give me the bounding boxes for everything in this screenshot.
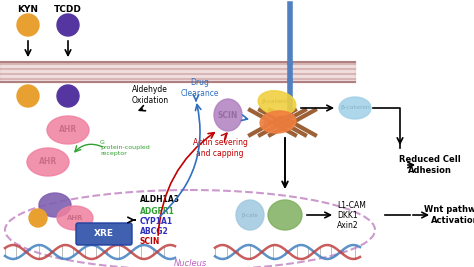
Ellipse shape	[47, 116, 89, 144]
Text: SCIN: SCIN	[218, 111, 238, 120]
Text: ALDH1A3: ALDH1A3	[140, 195, 180, 205]
Text: β-catenin: β-catenin	[340, 105, 370, 111]
Ellipse shape	[260, 111, 296, 133]
Text: Axin2: Axin2	[337, 221, 359, 230]
Text: AHR: AHR	[39, 158, 57, 167]
Text: KYN: KYN	[18, 6, 38, 14]
Circle shape	[29, 209, 47, 227]
FancyBboxPatch shape	[76, 223, 132, 245]
Ellipse shape	[27, 148, 69, 176]
Circle shape	[57, 85, 79, 107]
Text: L1-CAM: L1-CAM	[337, 201, 366, 210]
Text: LEF1
TCF: LEF1 TCF	[277, 209, 293, 222]
Ellipse shape	[236, 200, 264, 230]
Text: β-catenin: β-catenin	[261, 99, 291, 104]
Text: Nucleus: Nucleus	[173, 258, 207, 267]
Text: Wnt pathway
Activation: Wnt pathway Activation	[424, 205, 474, 225]
Ellipse shape	[258, 91, 296, 115]
Text: DKK1: DKK1	[337, 210, 357, 219]
Text: β-cate: β-cate	[242, 213, 258, 218]
Text: ARNT: ARNT	[44, 202, 66, 208]
Text: TCDD: TCDD	[54, 6, 82, 14]
Ellipse shape	[214, 99, 242, 131]
Text: E-Cadherin: E-Cadherin	[265, 0, 315, 2]
Text: CYP1A1: CYP1A1	[140, 218, 173, 226]
Ellipse shape	[57, 206, 93, 230]
Text: ADGFR1: ADGFR1	[140, 207, 175, 217]
Text: Aldehyde
Oxidation: Aldehyde Oxidation	[131, 85, 169, 105]
Text: AHR: AHR	[67, 215, 83, 221]
Ellipse shape	[39, 193, 71, 217]
Text: XRE: XRE	[94, 230, 114, 238]
Text: AHR: AHR	[59, 125, 77, 135]
Text: Drug
Clearance: Drug Clearance	[181, 78, 219, 98]
Ellipse shape	[339, 97, 371, 119]
Circle shape	[57, 14, 79, 36]
Text: SCIN: SCIN	[140, 238, 160, 246]
Circle shape	[17, 14, 39, 36]
Circle shape	[17, 85, 39, 107]
Text: α-catenin: α-catenin	[262, 120, 292, 124]
Text: ABCG2: ABCG2	[140, 227, 169, 237]
Ellipse shape	[268, 200, 302, 230]
Text: G
protein-coupled
receptor: G protein-coupled receptor	[100, 140, 150, 156]
Text: Actin severing
and capping: Actin severing and capping	[192, 138, 247, 158]
Text: Reduced Cell
Adhesion: Reduced Cell Adhesion	[399, 155, 461, 175]
